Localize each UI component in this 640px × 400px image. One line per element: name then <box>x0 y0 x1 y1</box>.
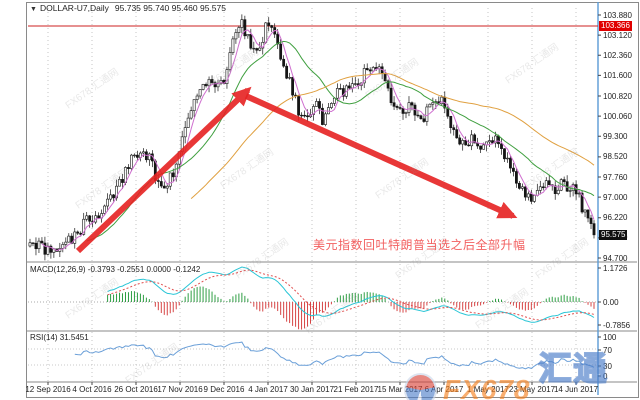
macd-axis-label: 1.1726 <box>603 263 628 273</box>
fx678-logo-text: FX678 <box>443 374 531 400</box>
rsi-axis-label: 30 <box>603 361 612 371</box>
date-axis-label: 4 Jan 2017 <box>248 385 288 394</box>
macd-axis-label: 0.00 <box>603 297 619 307</box>
price-axis-label: 99.300 <box>603 131 628 141</box>
price-axis-label: 98.520 <box>603 152 628 162</box>
price-axis-label: 100.060 <box>603 111 632 121</box>
price-axis-label: 102.360 <box>603 50 632 60</box>
price-axis-label: 101.600 <box>603 70 632 80</box>
current-price-tag: 95.575 <box>599 230 628 240</box>
ohlc-values: 95.735 95.740 95.460 95.575 <box>114 3 226 13</box>
rsi-axis-label: 100 <box>603 332 617 342</box>
price-axis-label: 97.760 <box>603 172 628 182</box>
macd-axis-label: -0.7856 <box>603 320 631 330</box>
fx678-logo: FX678 汇通网 <box>404 342 640 400</box>
date-axis-label: 26 Oct 2016 <box>114 385 158 394</box>
rsi-indicator-label: RSI(14) 31.5451 <box>30 333 89 342</box>
date-axis-label: 12 Sep 2016 <box>25 385 71 394</box>
price-axis-label: 103.880 <box>603 10 632 20</box>
symbol-title: ▼ DOLLAR-U7,Daily 95.735 95.740 95.460 95.… <box>30 3 226 13</box>
date-axis-label: 17 Nov 2016 <box>157 385 203 394</box>
date-axis-label: 4 Oct 2016 <box>72 385 112 394</box>
date-axis-label: 15 Mar 2017 <box>377 385 423 394</box>
collapse-arrow-icon[interactable]: ▼ <box>30 6 37 13</box>
rsi-axis-label: 70 <box>603 345 612 355</box>
date-axis-label: 9 Dec 2016 <box>203 385 245 394</box>
rsi-axis-label: 0 <box>603 371 608 381</box>
date-axis-label: 23 May 2017 <box>508 385 556 394</box>
price-axis-label: 94.700 <box>603 253 628 263</box>
fx678-globe-icon <box>404 373 437 400</box>
price-line-tag: 103.366 <box>599 21 632 31</box>
date-axis-label: 30 Jan 2017 <box>289 385 335 394</box>
date-axis-label: 21 Feb 2017 <box>333 385 379 394</box>
price-axis-label: 100.820 <box>603 91 632 101</box>
date-axis-label: 1 May 2017 <box>467 385 509 394</box>
date-axis-label: 6 Apr 2017 <box>424 385 464 394</box>
symbol-name: DOLLAR-U7,Daily <box>39 3 109 13</box>
trend-annotation: 美元指数回吐特朗普当选之后全部升幅 <box>313 238 526 252</box>
price-axis-label: 103.120 <box>603 30 632 40</box>
price-axis-label: 96.220 <box>603 213 628 223</box>
huitong-logo-text: 汇通网 <box>538 349 609 400</box>
date-axis-label: 14 Jun 2017 <box>553 385 599 394</box>
macd-indicator-label: MACD(12,26,9) -0.3793 -0.2551 0.0000 -0.… <box>30 265 201 274</box>
price-axis-label: 97.000 <box>603 192 628 202</box>
